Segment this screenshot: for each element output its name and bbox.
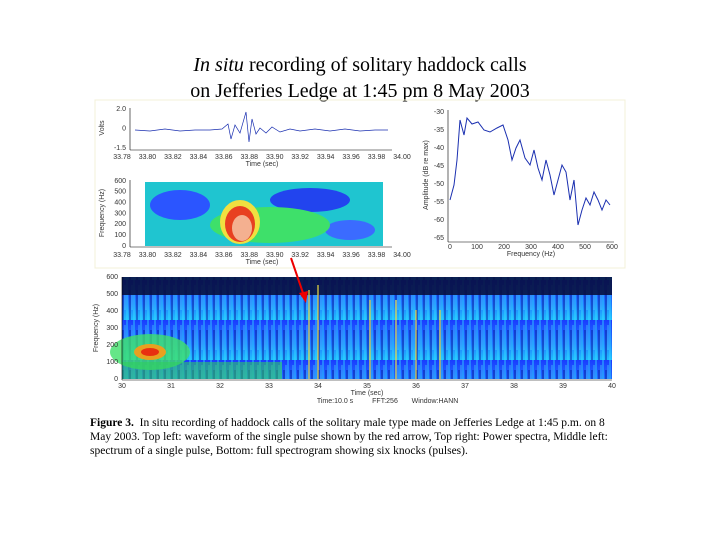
- y-tick-label: 600: [106, 274, 118, 281]
- x-tick-label: 32: [216, 383, 224, 390]
- x-axis-label: Time (sec): [246, 161, 279, 168]
- x-tick-label: 0: [448, 244, 452, 251]
- title-italic: In situ: [193, 54, 244, 76]
- y-tick-label: -45: [434, 163, 444, 170]
- x-tick-label: 33.96: [342, 154, 360, 161]
- x-tick-label: 600: [606, 244, 618, 251]
- x-tick-label: 33.82: [164, 154, 182, 161]
- y-tick-label: 0: [114, 376, 118, 383]
- y-tick-label: -60: [434, 217, 444, 224]
- x-tick-label: 33.90: [266, 252, 284, 259]
- pulse-spectrogram: [129, 180, 392, 248]
- x-tick-label: 38: [510, 383, 518, 390]
- x-tick-label: 33.92: [291, 154, 309, 161]
- y-tick-label: 500: [106, 291, 118, 298]
- y-tick-label: 100: [114, 232, 126, 239]
- x-tick-label: 33.92: [291, 252, 309, 259]
- y-axis-label: Amplitude (dB re max): [423, 140, 430, 210]
- x-tick-label: 33.84: [190, 154, 208, 161]
- x-axis-label: Frequency (Hz): [507, 251, 555, 258]
- y-tick-label: -1.5: [114, 145, 126, 152]
- x-tick-label: 36: [412, 383, 420, 390]
- y-tick-label: 100: [106, 359, 118, 366]
- title-line-1: In situ recording of solitary haddock ca…: [0, 54, 720, 77]
- y-tick-label: -40: [434, 145, 444, 152]
- y-axis-label: Frequency (Hz): [99, 189, 106, 237]
- spectrogram-footer: Time:10.0 s: [317, 398, 354, 405]
- y-tick-label: 0: [122, 125, 126, 132]
- y-tick-label: 200: [114, 221, 126, 228]
- caption-text: In situ recording of haddock calls of th…: [90, 417, 608, 457]
- red-arrow: [290, 257, 308, 303]
- y-tick-label: -65: [434, 235, 444, 242]
- y-tick-label: -55: [434, 199, 444, 206]
- y-tick-label: 200: [106, 342, 118, 349]
- x-tick-label: 33.98: [368, 252, 386, 259]
- spectrogram-footer: FFT:256: [372, 398, 398, 405]
- caption-label: Figure 3.: [90, 417, 134, 429]
- x-tick-label: 400: [552, 244, 564, 251]
- x-tick-label: 33.86: [215, 252, 233, 259]
- x-tick-label: 33.88: [241, 154, 259, 161]
- y-tick-label: 400: [114, 200, 126, 207]
- x-tick-label: 300: [525, 244, 537, 251]
- y-tick-label: -30: [434, 109, 444, 116]
- x-tick-label: 39: [559, 383, 567, 390]
- y-tick-label: 0: [122, 243, 126, 250]
- x-tick-label: 34: [314, 383, 322, 390]
- x-tick-label: 200: [498, 244, 510, 251]
- x-axis-label: Time (sec): [351, 390, 384, 397]
- y-tick-label: 2.0: [116, 106, 126, 113]
- y-tick-label: -50: [434, 181, 444, 188]
- x-tick-label: 33.96: [342, 252, 360, 259]
- x-tick-label: 34.00: [393, 252, 411, 259]
- waveform-panel: [129, 108, 392, 151]
- x-tick-label: 34.00: [393, 154, 411, 161]
- x-tick-label: 33.94: [317, 154, 335, 161]
- x-tick-label: 33.82: [164, 252, 182, 259]
- x-axis-label: Time (sec): [246, 259, 279, 266]
- x-tick-label: 33.80: [139, 252, 157, 259]
- x-tick-label: 31: [167, 383, 175, 390]
- y-tick-label: -35: [434, 127, 444, 134]
- x-tick-label: 33.88: [241, 252, 259, 259]
- y-tick-label: 500: [114, 189, 126, 196]
- x-tick-label: 33.78: [113, 154, 131, 161]
- frame: [94, 99, 626, 269]
- x-tick-label: 33.78: [113, 252, 131, 259]
- power-spectrum: [447, 110, 614, 243]
- x-tick-label: 33.94: [317, 252, 335, 259]
- x-tick-label: 30: [118, 383, 126, 390]
- caption: Figure 3. In situ recording of haddock c…: [90, 416, 610, 458]
- x-tick-label: 35: [363, 383, 371, 390]
- title-line-2: on Jefferies Ledge at 1:45 pm 8 May 2003: [190, 80, 530, 102]
- y-tick-label: 300: [114, 210, 126, 217]
- x-tick-label: 40: [608, 383, 616, 390]
- y-axis-label: Frequency (Hz): [93, 304, 100, 352]
- y-tick-label: 600: [114, 178, 126, 185]
- y-axis-label: Volts: [99, 120, 106, 136]
- title-text: recording of solitary haddock calls: [248, 54, 527, 76]
- full-spectrogram: [110, 277, 612, 381]
- x-tick-label: 33.90: [266, 154, 284, 161]
- x-tick-label: 33.80: [139, 154, 157, 161]
- y-tick-label: 300: [106, 325, 118, 332]
- spectrogram-footer: Window:HANN: [412, 398, 459, 405]
- x-tick-label: 100: [471, 244, 483, 251]
- x-tick-label: 37: [461, 383, 469, 390]
- x-tick-label: 33.84: [190, 252, 208, 259]
- x-tick-label: 500: [579, 244, 591, 251]
- x-tick-label: 33.86: [215, 154, 233, 161]
- x-tick-label: 33: [265, 383, 273, 390]
- y-tick-label: 400: [106, 308, 118, 315]
- x-tick-label: 33.98: [368, 154, 386, 161]
